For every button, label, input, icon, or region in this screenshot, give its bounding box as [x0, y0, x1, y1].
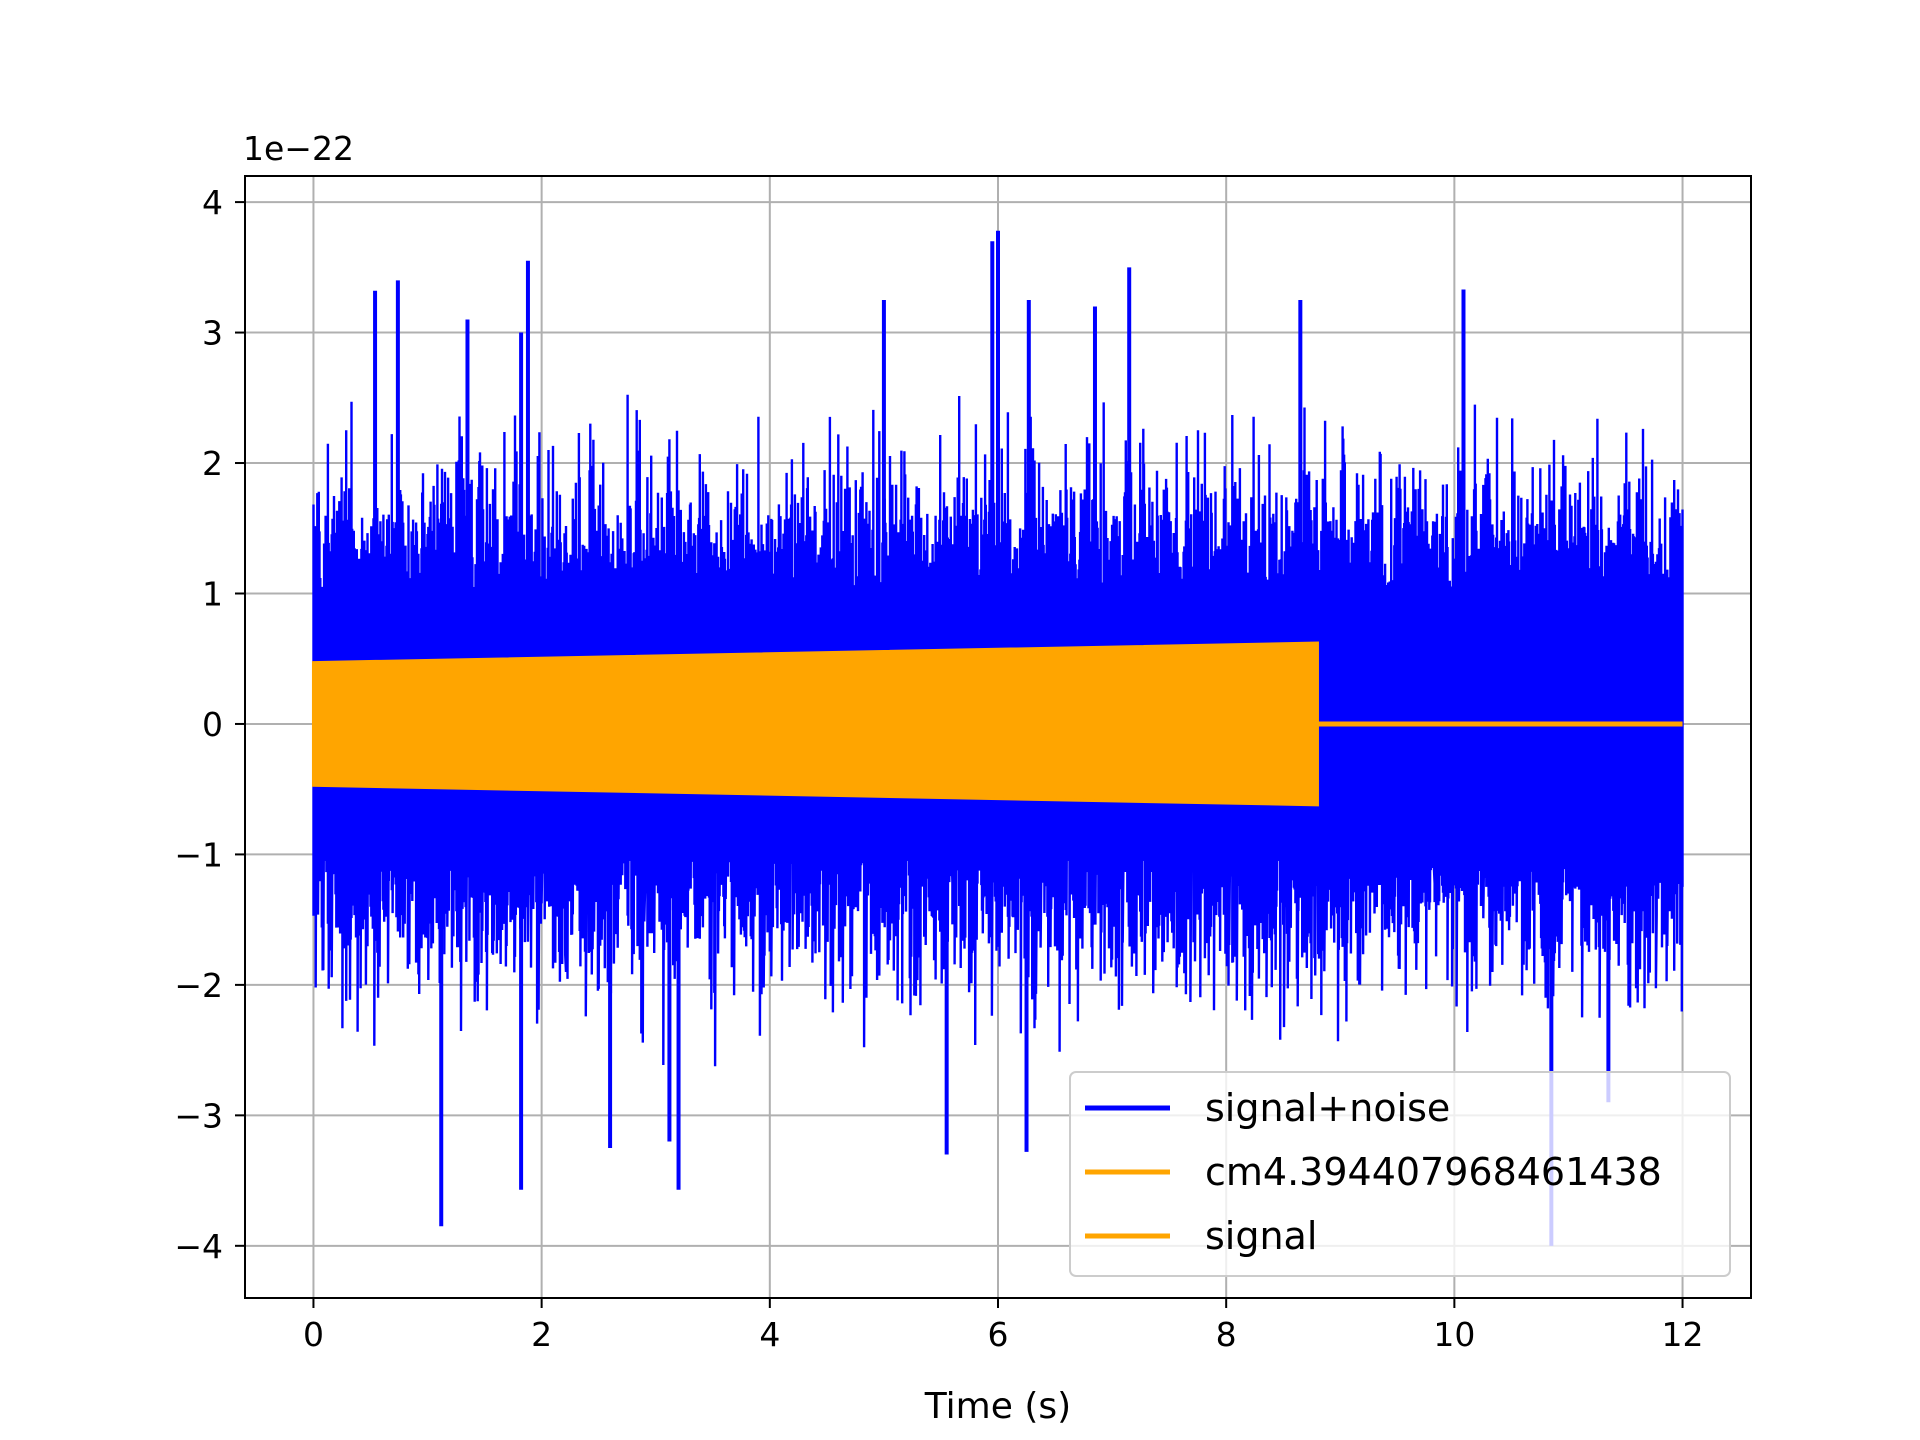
x-tick-label: 10	[1433, 1315, 1475, 1354]
x-tick-label: 6	[988, 1315, 1009, 1354]
y-tick-label: −1	[174, 835, 223, 874]
y-tick-label: 2	[202, 444, 223, 483]
y-tick-label: 1	[202, 574, 223, 613]
series-band-cm	[311, 641, 1319, 807]
legend-box	[1069, 1071, 1731, 1277]
y-tick-label: 0	[202, 705, 223, 744]
legend-label-cm: cm4.394407968461438	[1205, 1150, 1662, 1194]
plot-area	[311, 230, 1684, 1246]
x-tick-label: 0	[303, 1315, 324, 1354]
y-axis: −4 −3 −2 −1 0 1 2 3 4	[174, 183, 245, 1266]
x-axis-label: Time (s)	[924, 1386, 1071, 1427]
y-offset-label: 1e−22	[243, 129, 354, 168]
x-axis: 0 2 4 6 8 10 12	[303, 1298, 1704, 1354]
y-tick-label: −4	[174, 1227, 223, 1266]
y-tick-label: −2	[174, 966, 223, 1005]
x-tick-label: 12	[1662, 1315, 1704, 1354]
y-tick-label: −3	[174, 1096, 223, 1135]
y-tick-label: 3	[202, 314, 223, 353]
x-tick-label: 2	[531, 1315, 552, 1354]
legend-label-signal-noise: signal+noise	[1205, 1086, 1450, 1130]
legend-label-signal: signal	[1205, 1214, 1317, 1258]
y-tick-label: 4	[202, 183, 223, 222]
legend: signal+noise cm4.394407968461438 signal	[1069, 1071, 1731, 1277]
series-signal	[311, 641, 1683, 807]
x-tick-label: 4	[759, 1315, 780, 1354]
x-tick-label: 8	[1216, 1315, 1237, 1354]
